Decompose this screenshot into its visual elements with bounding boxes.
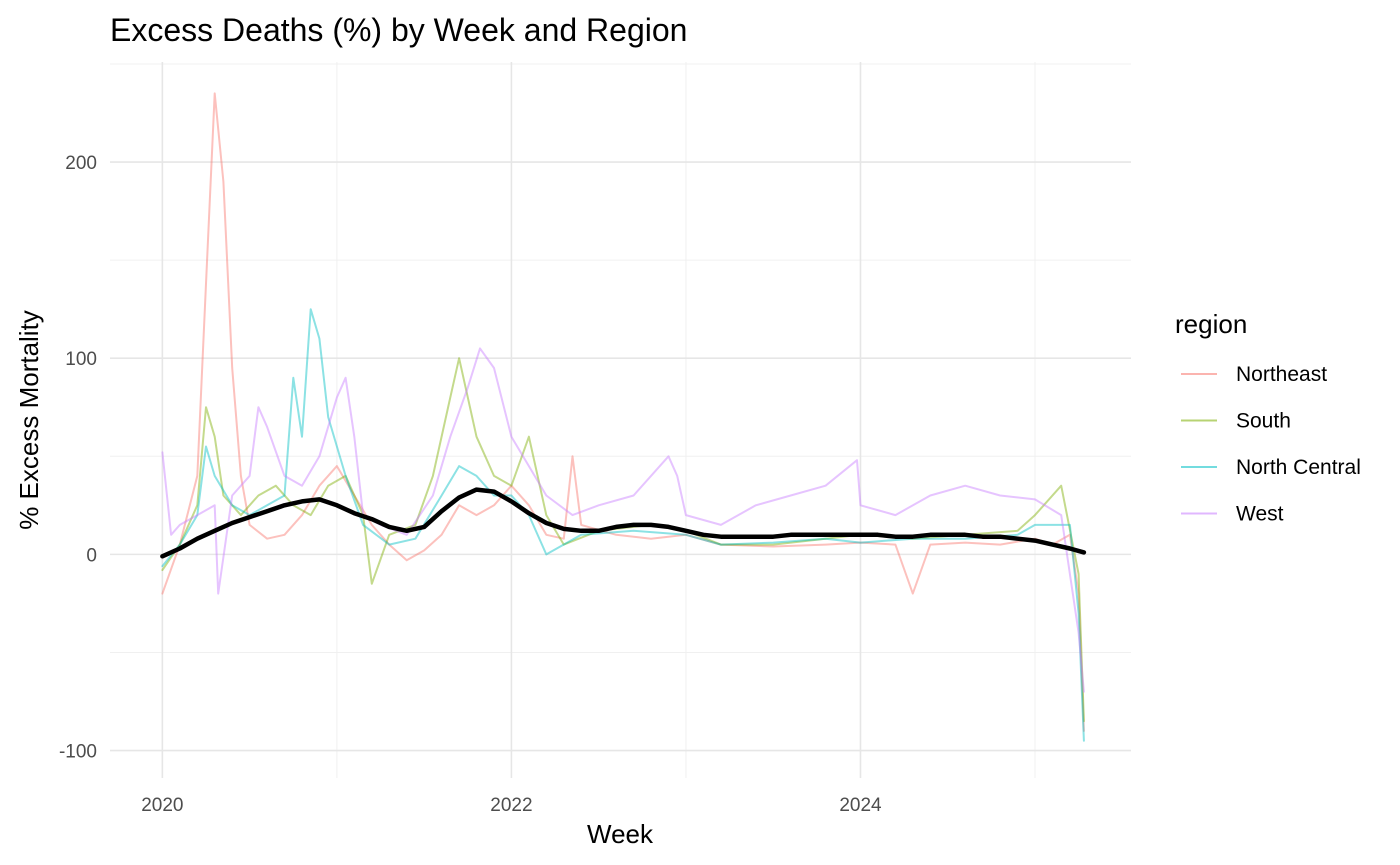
legend-label: Northeast <box>1236 363 1327 386</box>
x-axis-label: Week <box>587 819 654 849</box>
chart-title: Excess Deaths (%) by Week and Region <box>110 12 687 48</box>
x-tick-label: 2024 <box>839 795 882 816</box>
y-tick-label: -100 <box>59 742 97 763</box>
y-axis-ticks: -100 0 100 200 <box>59 153 97 762</box>
plot-area <box>160 92 1087 742</box>
y-tick-label: 200 <box>65 153 97 174</box>
series-line-northeast <box>161 92 1085 732</box>
legend-label: West <box>1236 503 1284 526</box>
series-line-west <box>161 347 1085 693</box>
y-tick-label: 100 <box>65 349 97 370</box>
legend: Northeast South North Central West <box>1181 363 1361 526</box>
grid <box>110 62 1131 778</box>
trend-line <box>160 487 1087 559</box>
legend-label: South <box>1236 410 1291 433</box>
x-tick-label: 2022 <box>490 795 532 816</box>
series-line-north-central <box>161 308 1085 742</box>
x-axis-ticks: 2020 2022 2024 <box>141 795 882 816</box>
x-tick-label: 2020 <box>141 795 183 816</box>
y-axis-label: % Excess Mortality <box>14 310 44 530</box>
legend-title: region <box>1175 309 1247 339</box>
y-tick-label: 0 <box>86 545 97 566</box>
legend-label: North Central <box>1236 456 1361 479</box>
